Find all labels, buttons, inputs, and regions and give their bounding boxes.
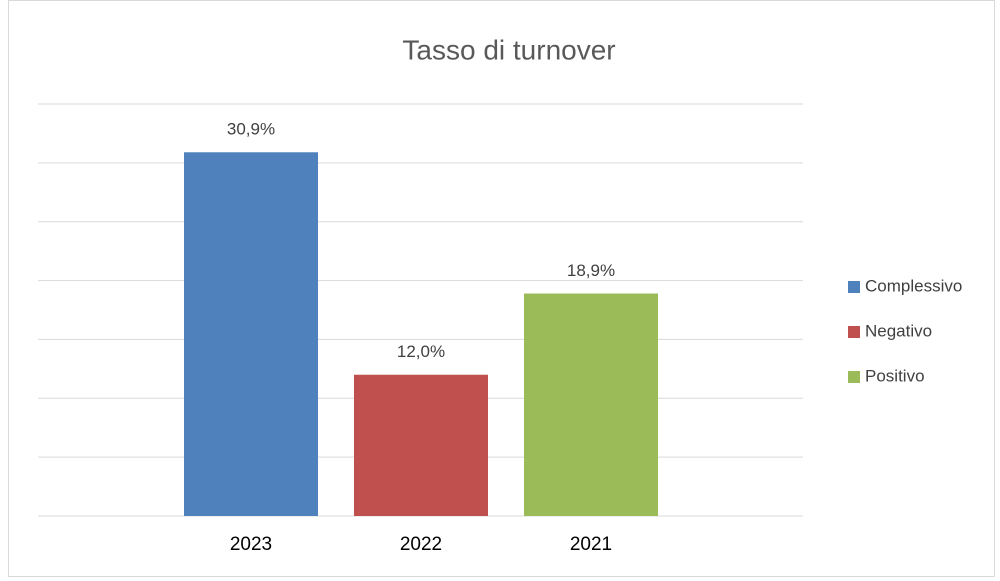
data-label: 30,9% <box>227 120 275 139</box>
legend-swatch <box>848 281 860 293</box>
bar <box>354 374 488 516</box>
x-tick-label: 2022 <box>400 534 442 555</box>
data-label: 18,9% <box>567 261 615 280</box>
legend-label: Negativo <box>865 321 932 340</box>
chart-border <box>8 0 995 577</box>
legend-swatch <box>848 371 860 383</box>
x-tick-label: 2023 <box>230 534 272 555</box>
legend-label: Positivo <box>865 366 925 385</box>
legend-label: Complessivo <box>865 276 962 295</box>
bar <box>524 293 658 516</box>
x-tick-label: 2021 <box>570 534 612 555</box>
bar <box>184 152 318 516</box>
data-label: 12,0% <box>397 342 445 361</box>
legend-swatch <box>848 326 860 338</box>
chart-title: Tasso di turnover <box>402 34 615 65</box>
